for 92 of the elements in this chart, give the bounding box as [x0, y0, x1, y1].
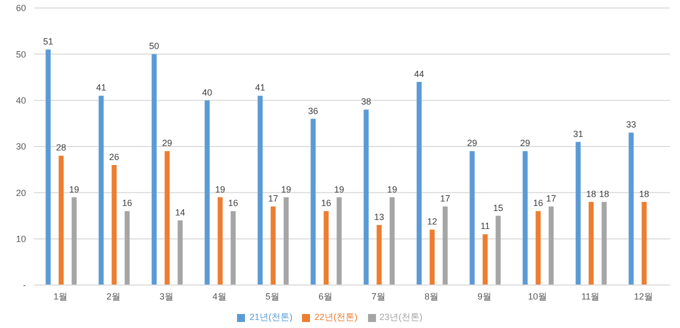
bar	[258, 96, 263, 285]
bar	[336, 197, 342, 285]
bar	[442, 206, 448, 285]
data-label: 18	[639, 188, 650, 199]
bar	[112, 164, 117, 285]
data-label: 19	[334, 184, 344, 194]
legend-label: 22년(천톤)	[314, 312, 358, 322]
data-label: 50	[149, 41, 160, 52]
data-label: 41	[96, 82, 106, 93]
x-tick-label: 3월	[159, 291, 174, 302]
data-label: 12	[427, 216, 438, 227]
data-label: 26	[109, 152, 120, 162]
y-tick-label: 50	[16, 49, 26, 60]
bar	[470, 151, 475, 285]
data-label: 31	[573, 128, 584, 139]
bar	[152, 54, 157, 285]
legend-label: 23년(천톤)	[380, 312, 423, 322]
bar	[178, 220, 183, 285]
data-label: 18	[586, 188, 596, 199]
bar	[58, 156, 64, 285]
data-label: 33	[626, 120, 636, 130]
y-tick-label: 60	[16, 3, 26, 14]
bar	[376, 224, 382, 285]
bar	[218, 197, 223, 285]
bar	[72, 197, 77, 285]
data-label: 17	[546, 194, 556, 204]
x-tick-label: 8월	[424, 291, 439, 302]
data-label: 14	[175, 207, 186, 218]
bar	[536, 211, 541, 285]
bar	[390, 197, 395, 285]
bar	[310, 118, 316, 285]
bar	[284, 197, 289, 285]
bar	[602, 202, 607, 285]
x-tick-label: 11월	[581, 291, 600, 302]
bar	[270, 206, 276, 285]
y-tick-label: -	[23, 280, 26, 290]
bar	[588, 202, 594, 285]
data-label: 28	[56, 142, 66, 153]
data-label: 17	[440, 194, 450, 204]
data-label: 17	[268, 194, 278, 204]
x-tick-label: 4월	[212, 291, 227, 302]
bar	[46, 50, 51, 285]
x-tick-label: 6월	[318, 291, 333, 302]
x-tick-label: 2월	[106, 291, 121, 302]
data-label: 19	[215, 184, 226, 194]
bar	[124, 211, 130, 285]
y-tick-label: 20	[16, 188, 26, 198]
bar	[482, 234, 488, 285]
data-label: 29	[520, 138, 530, 148]
data-label: 19	[69, 184, 80, 194]
x-tick-label: 7월	[371, 291, 386, 302]
data-label: 15	[493, 202, 504, 213]
bar	[324, 211, 329, 285]
bar	[416, 82, 422, 285]
data-label: 36	[308, 106, 318, 116]
data-label: 19	[281, 184, 292, 194]
data-label: 16	[228, 198, 238, 208]
bar	[496, 216, 501, 285]
x-tick-label: 1월	[53, 291, 68, 302]
data-label: 11	[480, 221, 490, 232]
bar	[98, 96, 104, 285]
data-label: 16	[533, 198, 544, 208]
bar	[548, 206, 554, 285]
bar	[204, 100, 210, 285]
bar	[628, 132, 634, 285]
bar	[164, 151, 170, 285]
data-label: 16	[321, 198, 332, 208]
x-tick-label: 5월	[265, 291, 280, 302]
data-label: 51	[43, 36, 54, 47]
data-label: 40	[202, 87, 212, 98]
y-tick-label: 10	[16, 234, 26, 244]
legend-label: 21년(천톤)	[249, 312, 292, 322]
y-tick-label: 40	[16, 96, 26, 106]
data-label: 18	[599, 188, 610, 199]
x-tick-label: 9월	[477, 291, 492, 302]
bar	[230, 211, 236, 285]
y-tick-label: 30	[16, 142, 26, 152]
bar	[364, 110, 369, 285]
bar	[522, 151, 528, 285]
bar	[576, 142, 581, 285]
data-label: 38	[361, 96, 372, 107]
data-label: 41	[255, 82, 266, 93]
data-label: 13	[374, 212, 384, 222]
data-label: 29	[467, 138, 478, 148]
bar	[642, 202, 647, 285]
x-tick-label: 10월	[528, 291, 548, 302]
data-label: 16	[122, 198, 132, 208]
data-label: 44	[414, 68, 424, 79]
data-label: 19	[387, 184, 398, 194]
bar	[430, 230, 435, 285]
x-tick-label: 12월	[634, 291, 654, 302]
data-label: 29	[162, 138, 172, 148]
